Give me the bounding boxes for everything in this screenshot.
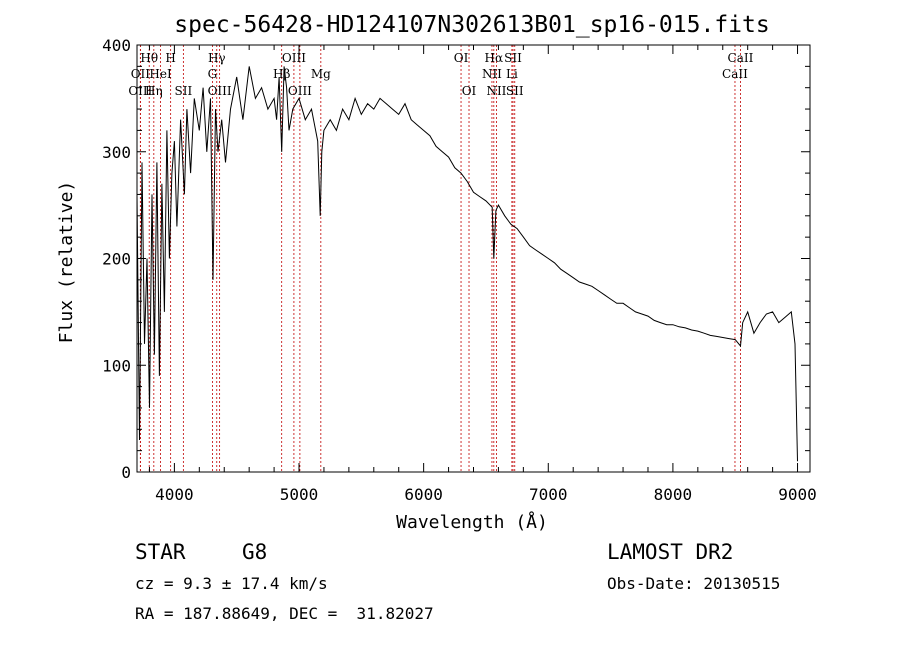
- y-tick-label: 400: [102, 36, 131, 55]
- y-axis-label: Flux (relative): [56, 181, 77, 344]
- spectral-line-label: SII: [504, 51, 522, 65]
- x-tick-label: 6000: [404, 485, 443, 504]
- y-axis-ticks: 0 100 200 300 400: [102, 36, 810, 482]
- spectral-line-label: Hα: [485, 51, 504, 65]
- x-axis-label: Wavelength (Å): [396, 511, 548, 533]
- object-class: STAR: [135, 540, 186, 564]
- spectral-line-label: SII: [506, 84, 524, 98]
- y-tick-label: 100: [102, 356, 131, 375]
- spectral-line-label: Li: [506, 67, 518, 81]
- spectral-line-label: OIII: [128, 84, 152, 98]
- spectral-line-label: H: [165, 51, 175, 65]
- redshift-cz: cz = 9.3 ± 17.4 km/s: [135, 574, 328, 593]
- y-tick-label: 200: [102, 250, 131, 269]
- chart-title: spec-56428-HD124107N302613B01_sp16-015.f…: [174, 12, 769, 38]
- spectral-line-label: Hη: [145, 84, 163, 98]
- x-axis-ticks: 4000 5000 6000 7000 8000 9000: [148, 45, 817, 504]
- spectral-line-label: OI: [462, 84, 477, 98]
- x-tick-label: 5000: [280, 485, 319, 504]
- y-tick-label: 300: [102, 143, 131, 162]
- spectral-line-label: OIII: [208, 84, 232, 98]
- coordinates: RA = 187.88649, DEC = 31.82027: [135, 604, 434, 623]
- spectral-line-label: OIII: [282, 51, 306, 65]
- spectral-line-label: CaII: [728, 51, 754, 65]
- y-tick-label: 0: [121, 463, 131, 482]
- spectrum-series-line: [136, 66, 798, 462]
- spectral-line-label: OIII: [288, 84, 312, 98]
- spectral-line-label: G: [208, 67, 218, 81]
- plot-frame: [136, 44, 811, 473]
- spectral-line-label: Hβ: [273, 67, 290, 81]
- x-tick-label: 9000: [778, 485, 817, 504]
- spectral-line-labels: Hθ OII OIII H HeI Hη SII Hγ G OIII OIII Hβ OIII Mg OI O…: [128, 51, 753, 98]
- spectral-line-label: OII: [131, 67, 151, 81]
- x-tick-label: 4000: [155, 485, 194, 504]
- spectral-line-label: Hγ: [208, 51, 226, 65]
- spectral-line-label: Hθ: [140, 51, 158, 65]
- spectral-line-label: OI: [454, 51, 469, 65]
- x-tick-label: 7000: [529, 485, 568, 504]
- spectral-line-label: SII: [175, 84, 193, 98]
- spectral-line-label: Mg: [311, 67, 331, 81]
- observation-date: Obs-Date: 20130515: [607, 574, 781, 593]
- spectral-line-label: CaII: [722, 67, 748, 81]
- survey-name: LAMOST DR2: [607, 540, 734, 564]
- spectral-line-label: HeI: [149, 67, 172, 81]
- x-tick-label: 8000: [654, 485, 693, 504]
- spectral-line-label: NII: [486, 84, 506, 98]
- object-subclass: G8: [242, 540, 268, 564]
- spectral-line-label: NII: [482, 67, 502, 81]
